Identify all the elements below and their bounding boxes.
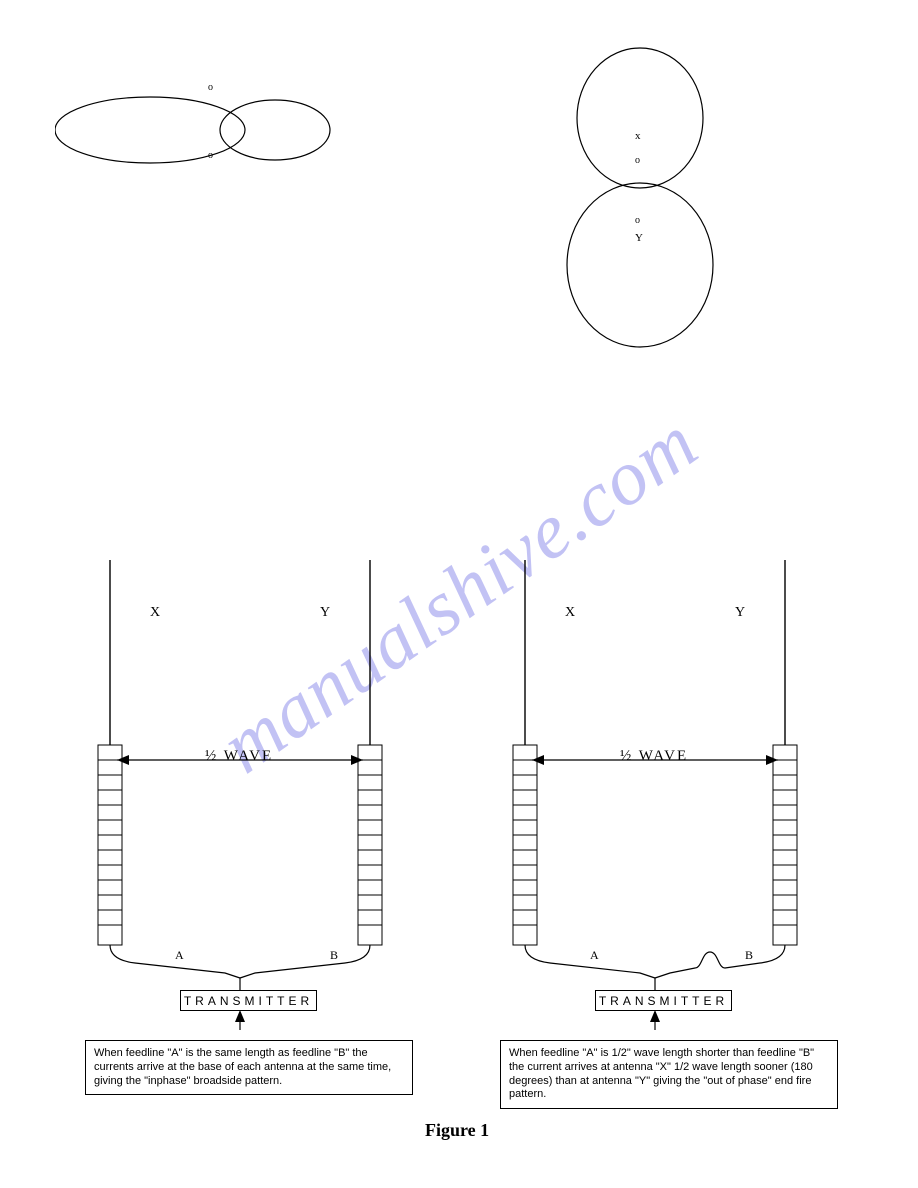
pattern-h-dot-top: o <box>208 82 213 93</box>
left-feed-a-label: A <box>175 948 184 963</box>
right-caption-text: When feedline "A" is 1/2" wave length sh… <box>509 1047 814 1100</box>
left-transmitter-box: TRANSMITTER <box>180 990 317 1011</box>
pattern-v-mark-y: Y <box>635 232 643 244</box>
left-ant-y-label: Y <box>320 605 330 621</box>
page: o o x o o Y manualshive.com <box>0 0 918 1188</box>
left-caption-text: When feedline "A" is the same length as … <box>94 1047 391 1087</box>
pattern-v-mark-x: x <box>635 130 641 142</box>
left-caption-box: When feedline "A" is the same length as … <box>85 1040 413 1095</box>
pattern-v-mark-o2: o <box>635 215 640 226</box>
pattern-vertical-figure8 <box>540 40 760 360</box>
left-feed-b-label: B <box>330 948 338 963</box>
right-feed-b-label: B <box>745 948 753 963</box>
left-array-diagram <box>75 560 405 1030</box>
pattern-v-mark-o1: o <box>635 155 640 166</box>
left-ant-x-label: X <box>150 605 160 621</box>
right-array-diagram <box>490 560 820 1030</box>
pattern-horizontal-figure8 <box>55 65 355 225</box>
pattern-h-dot-bottom: o <box>208 150 213 161</box>
right-ant-x-label: X <box>565 605 575 621</box>
right-caption-box: When feedline "A" is 1/2" wave length sh… <box>500 1040 838 1109</box>
right-wave-label: ½ WAVE <box>620 748 688 765</box>
right-transmitter-box: TRANSMITTER <box>595 990 732 1011</box>
right-feed-a-label: A <box>590 948 599 963</box>
left-wave-label: ½ WAVE <box>205 748 273 765</box>
right-ant-y-label: Y <box>735 605 745 621</box>
figure-label: Figure 1 <box>425 1120 489 1141</box>
